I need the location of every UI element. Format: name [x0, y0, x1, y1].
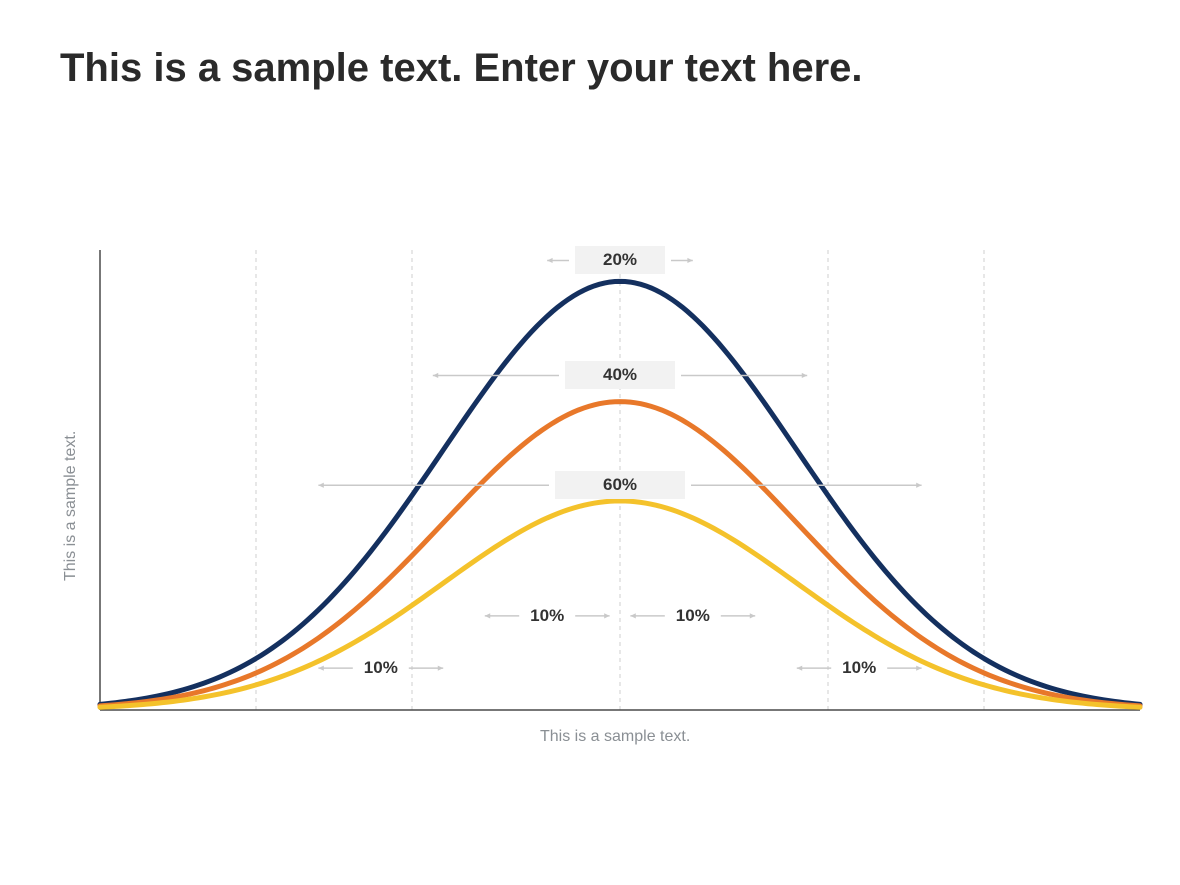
y-axis-label: This is a sample text.: [62, 431, 80, 581]
x-axis-label: This is a sample text.: [540, 728, 690, 746]
segment-label-2: 10%: [364, 654, 398, 682]
slide: This is a sample text. Enter your text h…: [0, 0, 1180, 885]
segment-label-3: 10%: [842, 654, 876, 682]
peak-label-20: 20%: [575, 246, 665, 274]
slide-title: This is a sample text. Enter your text h…: [60, 46, 863, 91]
peak-label-40: 40%: [565, 361, 675, 389]
segment-label-1: 10%: [676, 602, 710, 630]
segment-label-0: 10%: [530, 602, 564, 630]
peak-label-60: 60%: [555, 471, 685, 499]
